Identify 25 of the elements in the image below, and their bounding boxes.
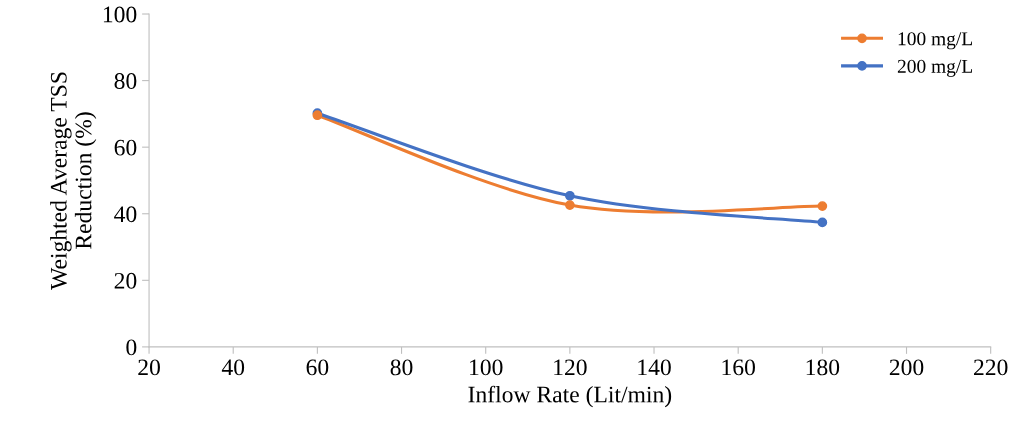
x-tick-label: 120 [554,359,587,376]
point [565,190,575,201]
y-tick-label: 100 [103,6,137,23]
x-tick-label: 180 [806,359,840,376]
x-tick-label: 200 [889,359,924,376]
point [565,200,575,210]
x-tick-label: 220 [974,359,1008,376]
y-tick-label: 80 [114,73,137,90]
x-tick-label: 20 [138,359,160,376]
x-tick-label: 160 [722,359,755,376]
x-tick-label: 100 [470,359,503,376]
y-tick-label: 0 [126,339,137,356]
y-tick-label: 60 [114,139,137,156]
legend-label: 200 mg/L [897,59,973,77]
x-tick-label: 60 [306,359,329,376]
point [817,201,828,211]
y-tick-label: 20 [114,272,137,289]
x-axis-title: Inflow Rate (Lit/min) [468,385,672,408]
y-axis-title: Weighted Average TSS Reduction (%) [50,72,97,290]
x-tick-label: 140 [638,359,671,376]
x-tick-label: 40 [221,359,245,376]
x-tick-label: 80 [390,359,413,376]
legend-label: 100 mg/L [898,32,973,50]
point [817,217,828,228]
y-tick-label: 40 [114,206,137,223]
